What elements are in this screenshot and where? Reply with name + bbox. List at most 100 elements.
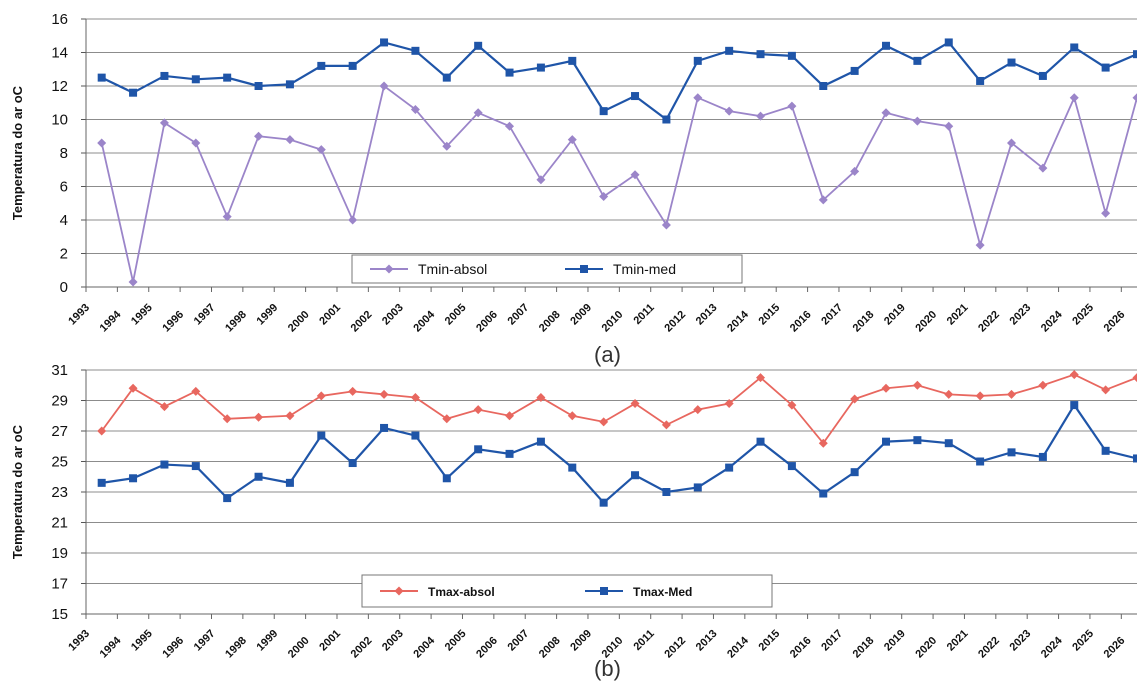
x-tick-label: 2005 bbox=[443, 302, 469, 328]
x-tick-label: 2000 bbox=[286, 309, 312, 335]
x-tick-label: 2011 bbox=[631, 628, 656, 653]
data-point bbox=[599, 417, 609, 427]
y-tick-label: 0 bbox=[60, 279, 68, 296]
data-point bbox=[1133, 454, 1137, 463]
y-tick-label: 19 bbox=[51, 545, 68, 562]
x-tick-label: 2022 bbox=[976, 309, 1002, 335]
x-tick-label: 1999 bbox=[255, 302, 281, 328]
x-tick-label: 2023 bbox=[1008, 628, 1034, 654]
x-tick-label: 2004 bbox=[411, 308, 437, 334]
x-tick-label: 2014 bbox=[725, 308, 751, 334]
data-point bbox=[631, 471, 640, 480]
data-point bbox=[442, 73, 451, 82]
data-point bbox=[285, 478, 294, 487]
data-point bbox=[1133, 50, 1137, 59]
data-point bbox=[724, 106, 734, 116]
x-tick-label: 2019 bbox=[882, 302, 908, 328]
data-point bbox=[881, 383, 891, 393]
data-point bbox=[473, 108, 483, 118]
data-point bbox=[1038, 380, 1048, 390]
series-line bbox=[101, 41, 1137, 122]
data-point bbox=[380, 423, 389, 432]
x-tick-label: 2014 bbox=[725, 634, 751, 660]
data-point bbox=[223, 73, 232, 82]
data-point bbox=[1069, 93, 1079, 103]
data-point bbox=[191, 138, 201, 148]
series-tmin-med bbox=[97, 38, 1137, 124]
data-point bbox=[1070, 43, 1079, 52]
data-point bbox=[568, 56, 577, 65]
x-tick-label: 2015 bbox=[757, 302, 783, 328]
x-tick-label: 2020 bbox=[913, 635, 939, 661]
legend-swatch-marker bbox=[384, 264, 394, 274]
data-point bbox=[882, 437, 891, 446]
data-point bbox=[474, 41, 483, 50]
data-point bbox=[567, 411, 577, 421]
data-point bbox=[725, 46, 734, 55]
x-tick-label: 2012 bbox=[662, 635, 688, 661]
data-point bbox=[474, 445, 483, 454]
data-point bbox=[505, 68, 514, 77]
data-point bbox=[881, 108, 891, 118]
data-point bbox=[442, 474, 451, 483]
legend-swatch-marker bbox=[600, 587, 608, 595]
data-point bbox=[1007, 448, 1016, 457]
legend-swatch-marker bbox=[394, 586, 404, 596]
data-point bbox=[1007, 138, 1017, 148]
x-tick-label: 2001 bbox=[317, 628, 343, 654]
series-tmax-med bbox=[97, 401, 1137, 507]
data-point bbox=[975, 240, 985, 250]
y-tick-label: 17 bbox=[51, 576, 68, 593]
legend: Tmax-absol Tmax-Med bbox=[361, 574, 773, 608]
data-point bbox=[693, 56, 702, 65]
data-point bbox=[850, 468, 859, 477]
data-point bbox=[442, 414, 452, 424]
x-tick-label: 1997 bbox=[192, 302, 218, 328]
data-point bbox=[285, 411, 295, 421]
x-tick-label: 2025 bbox=[1070, 302, 1096, 328]
data-point bbox=[882, 41, 891, 50]
x-tick-label: 2024 bbox=[1039, 634, 1065, 660]
x-tick-label: 2026 bbox=[1102, 309, 1128, 335]
series-line bbox=[100, 373, 1137, 445]
data-point bbox=[410, 104, 420, 114]
x-tick-label: 2012 bbox=[662, 309, 688, 335]
chart-panel-a: 0 2 4 6 8 10 12 14 16 1993 1994 1995 1996 1997 1998 199… bbox=[10, 11, 1137, 367]
data-point bbox=[1038, 163, 1048, 173]
series-tmax-absol bbox=[97, 370, 1137, 448]
x-tick-label: 1998 bbox=[223, 309, 249, 335]
data-point bbox=[756, 373, 766, 383]
data-point bbox=[159, 118, 169, 128]
data-point bbox=[818, 195, 828, 205]
x-tick-label: 2021 bbox=[945, 628, 971, 654]
data-point bbox=[254, 131, 264, 141]
x-tick-label: 2009 bbox=[568, 302, 594, 328]
data-point bbox=[944, 38, 953, 47]
data-point bbox=[129, 474, 138, 483]
data-point bbox=[379, 81, 389, 91]
data-point bbox=[631, 92, 640, 101]
data-point bbox=[756, 111, 766, 121]
x-tick-label: 1998 bbox=[223, 635, 249, 661]
y-tick-label: 4 bbox=[60, 212, 68, 229]
x-tick-label: 2002 bbox=[349, 635, 375, 661]
data-point bbox=[97, 73, 106, 82]
data-point bbox=[724, 399, 734, 409]
x-tick-label: 2018 bbox=[851, 309, 877, 335]
data-point bbox=[1101, 208, 1111, 218]
y-tick-label: 25 bbox=[51, 454, 68, 471]
y-tick-label: 31 bbox=[51, 362, 68, 379]
data-point bbox=[1070, 401, 1079, 410]
legend-label: Tmin-med bbox=[613, 261, 676, 277]
data-point bbox=[850, 394, 860, 404]
data-point bbox=[379, 389, 389, 399]
data-point bbox=[97, 138, 107, 148]
x-tick-label: 2022 bbox=[976, 635, 1002, 661]
data-point bbox=[662, 488, 671, 496]
data-point bbox=[568, 463, 577, 472]
y-tick-label: 16 bbox=[51, 11, 68, 28]
data-point bbox=[662, 115, 671, 124]
x-tick-label: 2024 bbox=[1039, 308, 1065, 334]
data-point bbox=[317, 431, 326, 440]
